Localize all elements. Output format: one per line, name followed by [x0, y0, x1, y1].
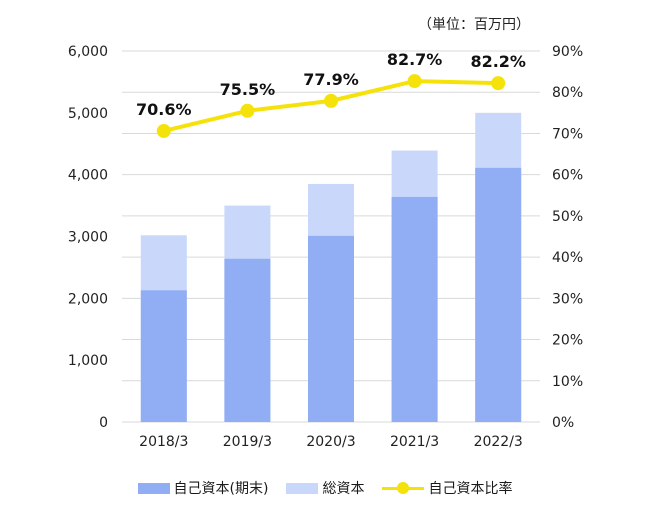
left-tick-label: 2,000 — [68, 291, 108, 307]
right-tick-label: 60% — [552, 168, 583, 184]
left-tick-label: 3,000 — [68, 230, 108, 246]
ratio-point — [324, 93, 338, 108]
legend-label-equity: 自己資本(期末) — [173, 481, 269, 497]
bar-equity — [475, 167, 522, 422]
x-tick-label: 2022/3 — [474, 434, 523, 450]
legend-swatch-ratio — [382, 482, 425, 494]
bar-equity — [391, 196, 438, 422]
legend-label-ratio: 自己資本比率 — [428, 481, 513, 497]
ratio-data-label: 70.6% — [136, 100, 192, 119]
right-tick-label: 50% — [552, 209, 583, 225]
ratio-point — [491, 76, 506, 91]
legend-label-total: 総資本 — [322, 481, 365, 497]
bar-equity — [224, 258, 271, 422]
x-tick-label: 2021/3 — [390, 434, 439, 450]
bar-equity — [140, 290, 187, 422]
right-tick-label: 80% — [552, 85, 583, 101]
right-tick-label: 30% — [552, 291, 583, 307]
x-tick-label: 2019/3 — [223, 434, 272, 450]
left-tick-label: 1,000 — [68, 353, 108, 369]
x-tick-label: 2020/3 — [306, 434, 355, 450]
right-tick-label: 20% — [552, 333, 583, 349]
legend-item-equity: 自己資本(期末) — [137, 478, 269, 498]
x-tick-label: 2018/3 — [139, 434, 188, 450]
unit-note: （単位：百万円） — [418, 17, 530, 33]
ratio-data-label: 75.5% — [220, 80, 276, 99]
right-tick-label: 70% — [552, 126, 583, 142]
legend-swatch-equity — [137, 482, 170, 494]
ratio-point — [407, 74, 422, 89]
legend-swatch-total — [286, 482, 319, 494]
bars — [140, 112, 522, 422]
left-tick-label: 0 — [99, 415, 108, 431]
left-tick-label: 6,000 — [68, 44, 108, 60]
right-tick-label: 40% — [552, 250, 583, 266]
right-tick-label: 10% — [552, 374, 583, 390]
right-tick-label: 0% — [552, 415, 574, 431]
legend-item-total: 総資本 — [286, 478, 364, 498]
ratio-data-label: 82.2% — [470, 52, 526, 71]
ratio-point — [156, 123, 171, 138]
ratio-line: 70.6% 75.5% 77.9% 82.7% 82.2% — [136, 50, 526, 138]
ratio-data-label: 77.9% — [303, 70, 359, 89]
legend-item-ratio: 自己資本比率 — [382, 478, 512, 498]
left-tick-label: 4,000 — [68, 168, 108, 184]
bar-equity — [308, 235, 354, 422]
left-tick-label: 5,000 — [68, 106, 108, 122]
x-axis-labels: 2018/3 2019/3 2020/3 2021/3 2022/3 — [139, 434, 523, 450]
ratio-data-label: 82.7% — [387, 50, 443, 69]
ratio-point — [240, 103, 255, 118]
right-tick-label: 90% — [552, 44, 583, 60]
left-axis-ticks: 0 1,000 2,000 3,000 4,000 5,000 6,000 — [68, 44, 108, 431]
right-axis-ticks: 0% 10% 20% 30% 40% 50% 60% 70% 80% 90% — [552, 44, 583, 431]
legend: 自己資本(期末) 総資本 自己資本比率 — [0, 478, 650, 498]
